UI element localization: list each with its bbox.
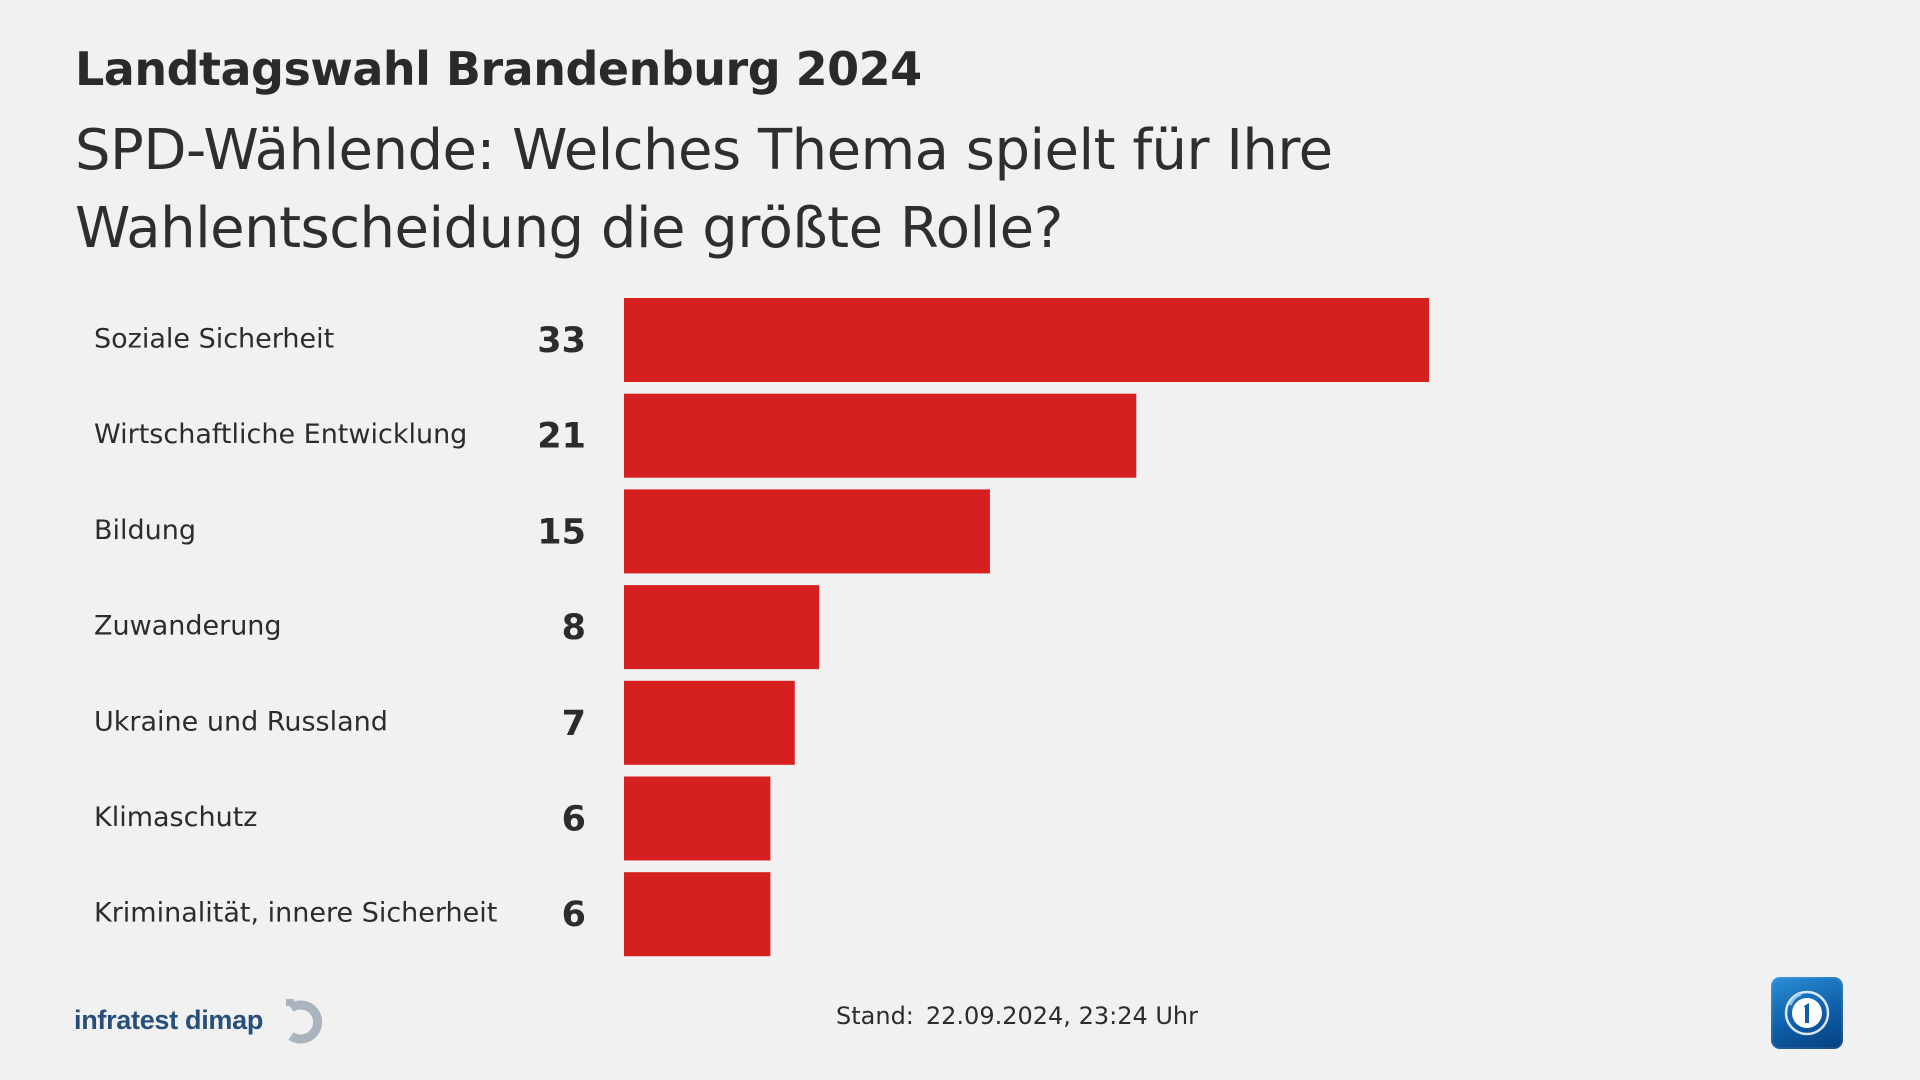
source-attribution: infratest dimap — [74, 995, 325, 1045]
bar — [624, 872, 771, 957]
category-label: Kriminalität, innere Sicherheit — [94, 898, 497, 929]
bar — [624, 489, 990, 574]
category-label: Soziale Sicherheit — [94, 324, 334, 355]
infratest-dimap-logo-icon — [286, 999, 323, 1044]
ard-tagesschau-logo-icon — [1771, 977, 1843, 1049]
timestamp: Stand: 22.09.2024, 23:24 Uhr — [836, 1002, 1198, 1030]
category-label: Bildung — [94, 515, 196, 546]
bar — [624, 585, 820, 670]
value-label: 15 — [537, 512, 586, 552]
bar — [624, 680, 795, 765]
value-label: 33 — [537, 321, 586, 361]
chart-kicker: Landtagswahl Brandenburg 2024 — [75, 42, 922, 96]
value-label: 8 — [562, 608, 586, 648]
value-label: 6 — [562, 895, 586, 935]
bar — [624, 776, 771, 861]
category-label: Zuwanderung — [94, 611, 282, 642]
bar — [624, 393, 1137, 478]
timestamp-label: Stand: — [836, 1002, 914, 1030]
value-label: 7 — [562, 704, 586, 744]
category-label: Wirtschaftliche Entwicklung — [94, 419, 467, 450]
value-label: 6 — [562, 800, 586, 840]
source-name: infratest dimap — [74, 1004, 264, 1035]
bar — [624, 298, 1429, 382]
category-label: Ukraine und Russland — [94, 706, 388, 737]
timestamp-value: 22.09.2024, 23:24 Uhr — [925, 1002, 1198, 1030]
chart-title: SPD-Wählende: Welches Thema spielt für I… — [75, 118, 1333, 261]
category-label: Klimaschutz — [94, 802, 257, 833]
value-label: 21 — [537, 417, 586, 457]
